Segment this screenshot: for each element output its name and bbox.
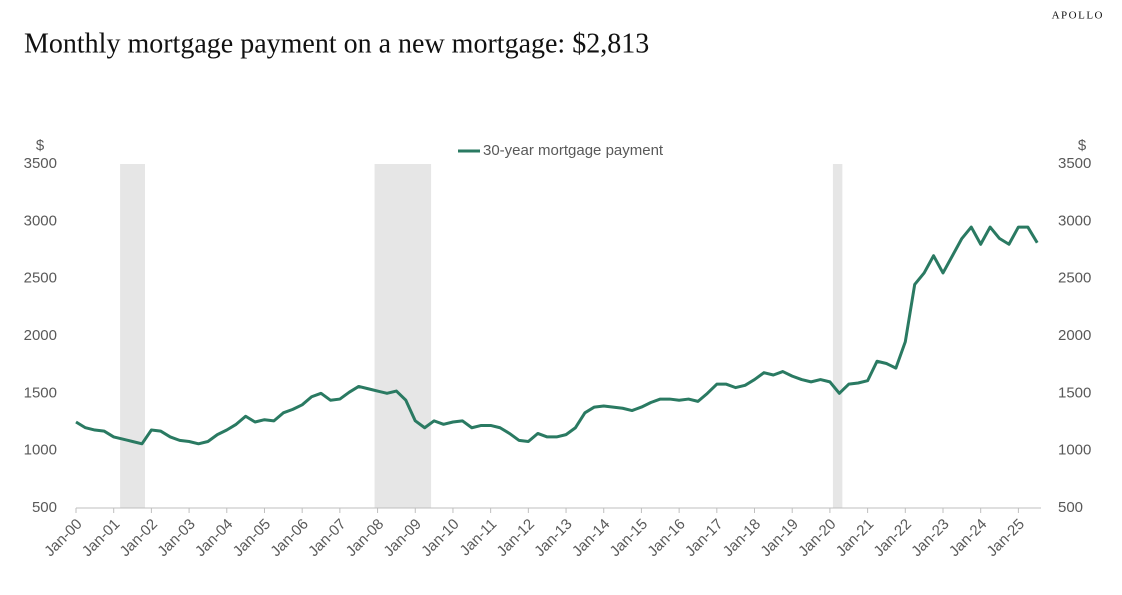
chart-title: Monthly mortgage payment on a new mortga…: [24, 28, 649, 59]
x-tick-label: Jan-12: [494, 516, 538, 560]
y-tick-label: 2500: [24, 270, 57, 287]
x-tick-label: Jan-10: [418, 516, 462, 560]
x-tick-label: Jan-09: [380, 516, 424, 560]
recession-band: [374, 164, 432, 508]
x-tick-label: Jan-04: [192, 516, 236, 560]
x-tick-label: Jan-16: [644, 516, 688, 560]
y-tick-label: 2000: [24, 327, 57, 344]
x-tick-label: Jan-22: [870, 516, 914, 560]
x-tick-label: Jan-15: [607, 516, 651, 560]
y-tick-label: 3500: [24, 155, 57, 172]
x-tick-label: Jan-20: [795, 516, 839, 560]
y2-tick-label: 2500: [1058, 270, 1091, 287]
x-tick-label: Jan-19: [757, 516, 801, 560]
x-tick-label: Jan-00: [41, 516, 85, 560]
x-tick-label: Jan-07: [305, 516, 349, 560]
y2-tick-label: 3000: [1058, 212, 1091, 229]
x-tick-label: Jan-18: [720, 516, 764, 560]
brand: APOLLO: [1052, 10, 1104, 22]
data-line: [75, 225, 1039, 446]
x-tick-label: Jan-05: [230, 516, 274, 560]
y-tick-label: 1000: [24, 442, 57, 459]
x-tick-label: Jan-14: [569, 516, 613, 560]
x-tick-label: Jan-13: [531, 516, 575, 560]
x-tick-label: Jan-02: [117, 516, 161, 560]
x-tick-label: Jan-23: [908, 516, 952, 560]
legend-label: 30-year mortgage payment: [483, 142, 664, 159]
x-tick-label: Jan-21: [833, 516, 877, 560]
y2-tick-label: 2000: [1058, 327, 1091, 344]
recession-band: [120, 164, 145, 508]
y2-tick-label: 500: [1058, 499, 1083, 516]
y2-axis-label: $: [1078, 137, 1087, 154]
y2-tick-label: 1000: [1058, 442, 1091, 459]
y-axis-label: $: [36, 137, 45, 154]
y-tick-label: 500: [32, 499, 57, 516]
x-tick-label: Jan-03: [154, 516, 198, 560]
x-tick-label: Jan-11: [457, 516, 501, 560]
x-tick-label: Jan-06: [267, 516, 311, 560]
recession-band: [832, 164, 843, 508]
y2-tick-label: 1500: [1058, 384, 1091, 401]
y2-tick-label: 3500: [1058, 155, 1091, 172]
x-tick-label: Jan-24: [946, 516, 990, 560]
x-tick-label: Jan-08: [343, 516, 387, 560]
x-tick-label: Jan-25: [984, 516, 1028, 560]
y-tick-label: 3000: [24, 212, 57, 229]
x-tick-label: Jan-01: [79, 516, 123, 560]
x-tick-label: Jan-17: [682, 516, 726, 560]
y-tick-label: 1500: [24, 384, 57, 401]
